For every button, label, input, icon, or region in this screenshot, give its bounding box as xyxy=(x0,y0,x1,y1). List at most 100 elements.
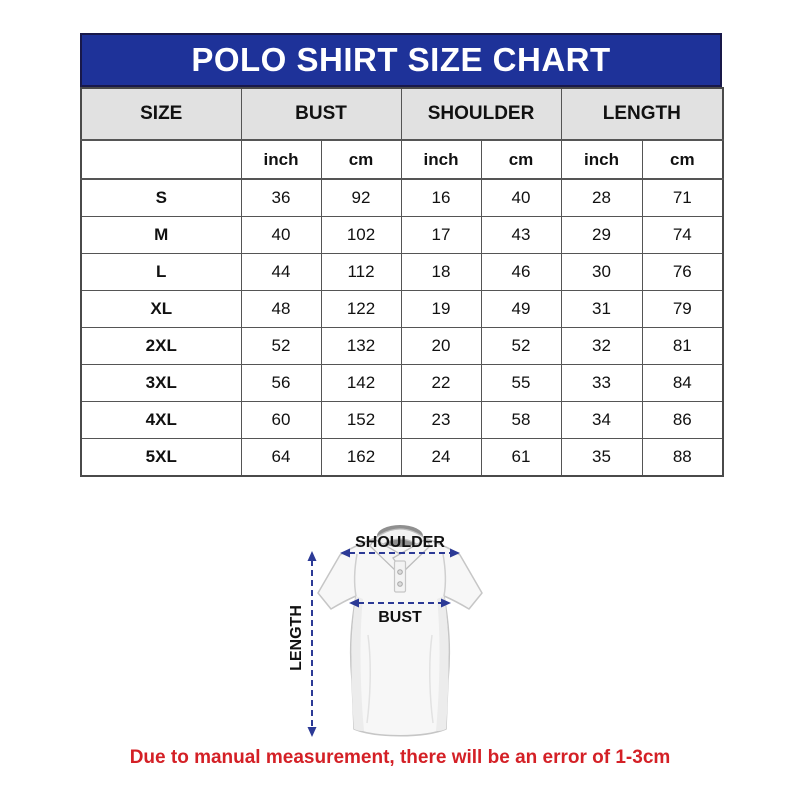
value-cell: 152 xyxy=(320,401,402,439)
bust-arrowhead-left xyxy=(349,598,359,608)
value-cell: 102 xyxy=(320,216,402,254)
value-cell: 58 xyxy=(480,401,562,439)
shoulder-measure: SHOULDER xyxy=(340,534,460,558)
value-cell: 55 xyxy=(480,364,562,402)
size-chart-table: SIZE BUST SHOULDER LENGTH inch cm inch c… xyxy=(80,87,725,477)
value-cell: 52 xyxy=(240,327,322,365)
unit-header-length-inch: inch xyxy=(560,139,643,180)
shoulder-label: SHOULDER xyxy=(355,534,445,551)
value-cell: 74 xyxy=(641,216,724,254)
size-cell: XL xyxy=(80,290,242,328)
value-cell: 24 xyxy=(400,438,482,477)
unit-header-length-cm: cm xyxy=(641,139,724,180)
shoulder-arrowhead-left xyxy=(340,548,350,558)
page-title: POLO SHIRT SIZE CHART xyxy=(191,41,611,78)
value-cell: 88 xyxy=(641,438,724,477)
unit-header-bust-inch: inch xyxy=(240,139,322,180)
column-header-length: LENGTH xyxy=(560,87,724,141)
unit-header-bust-cm: cm xyxy=(320,139,402,180)
unit-header-row: inch cm inch cm inch cm xyxy=(80,139,724,180)
bust-label: BUST xyxy=(378,609,422,626)
table-row-l: L 44 112 18 46 30 76 xyxy=(80,253,724,291)
polo-shirt-illustration xyxy=(317,525,483,737)
value-cell: 29 xyxy=(560,216,643,254)
value-cell: 132 xyxy=(320,327,402,365)
value-cell: 79 xyxy=(641,290,724,328)
shoulder-arrowhead-right xyxy=(450,548,460,558)
button xyxy=(397,569,403,575)
value-cell: 64 xyxy=(240,438,322,477)
table-row-5xl: 5XL 64 162 24 61 35 88 xyxy=(80,438,724,477)
value-cell: 162 xyxy=(320,438,402,477)
column-header-bust: BUST xyxy=(240,87,402,141)
table-row-3xl: 3XL 56 142 22 55 33 84 xyxy=(80,364,724,402)
value-cell: 142 xyxy=(320,364,402,402)
size-cell: 4XL xyxy=(80,401,242,439)
size-cell: 5XL xyxy=(80,438,242,477)
value-cell: 48 xyxy=(240,290,322,328)
value-cell: 71 xyxy=(641,178,724,217)
chart-title-banner: POLO SHIRT SIZE CHART xyxy=(80,33,722,87)
bust-arrowhead-right xyxy=(441,598,451,608)
value-cell: 60 xyxy=(240,401,322,439)
value-cell: 44 xyxy=(240,253,322,291)
value-cell: 86 xyxy=(641,401,724,439)
value-cell: 35 xyxy=(560,438,643,477)
value-cell: 22 xyxy=(400,364,482,402)
value-cell: 81 xyxy=(641,327,724,365)
value-cell: 31 xyxy=(560,290,643,328)
polo-shirt-measurement-diagram: SHOULDER BUST LENGTH xyxy=(288,525,483,737)
bust-measure: BUST xyxy=(349,598,451,626)
value-cell: 76 xyxy=(641,253,724,291)
right-shade xyxy=(436,596,449,731)
length-measure: LENGTH xyxy=(288,551,317,737)
length-label: LENGTH xyxy=(288,605,305,671)
value-cell: 17 xyxy=(400,216,482,254)
value-cell: 23 xyxy=(400,401,482,439)
empty-corner-cell xyxy=(80,139,242,180)
value-cell: 28 xyxy=(560,178,643,217)
table-row-4xl: 4XL 60 152 23 58 34 86 xyxy=(80,401,724,439)
value-cell: 112 xyxy=(320,253,402,291)
left-sleeve-seam xyxy=(353,553,358,597)
value-cell: 92 xyxy=(320,178,402,217)
measurement-disclaimer: Due to manual measurement, there will be… xyxy=(129,747,671,768)
value-cell: 84 xyxy=(641,364,724,402)
group-header-row: SIZE BUST SHOULDER LENGTH xyxy=(80,87,724,141)
value-cell: 43 xyxy=(480,216,562,254)
left-shade xyxy=(351,596,364,731)
crease xyxy=(366,634,371,724)
button xyxy=(397,581,403,587)
table-row-2xl: 2XL 52 132 20 52 32 81 xyxy=(80,327,724,365)
length-arrowhead-bottom xyxy=(307,727,317,737)
value-cell: 40 xyxy=(240,216,322,254)
size-cell: L xyxy=(80,253,242,291)
value-cell: 16 xyxy=(400,178,482,217)
value-cell: 52 xyxy=(480,327,562,365)
unit-header-shoulder-inch: inch xyxy=(400,139,482,180)
value-cell: 46 xyxy=(480,253,562,291)
right-sleeve-seam xyxy=(442,553,447,597)
button-placket xyxy=(393,560,407,593)
size-cell: 2XL xyxy=(80,327,242,365)
column-header-shoulder: SHOULDER xyxy=(400,87,562,141)
column-header-size: SIZE xyxy=(80,87,242,141)
table-row-xl: XL 48 122 19 49 31 79 xyxy=(80,290,724,328)
value-cell: 19 xyxy=(400,290,482,328)
value-cell: 49 xyxy=(480,290,562,328)
size-cell: 3XL xyxy=(80,364,242,402)
size-cell: M xyxy=(80,216,242,254)
length-arrowhead-top xyxy=(307,551,317,561)
table-row-m: M 40 102 17 43 29 74 xyxy=(80,216,724,254)
unit-header-shoulder-cm: cm xyxy=(480,139,562,180)
value-cell: 18 xyxy=(400,253,482,291)
table-row-s: S 36 92 16 40 28 71 xyxy=(80,178,724,217)
value-cell: 61 xyxy=(480,438,562,477)
value-cell: 20 xyxy=(400,327,482,365)
size-cell: S xyxy=(80,178,242,217)
value-cell: 30 xyxy=(560,253,643,291)
crease xyxy=(429,634,434,724)
value-cell: 33 xyxy=(560,364,643,402)
value-cell: 56 xyxy=(240,364,322,402)
value-cell: 40 xyxy=(480,178,562,217)
